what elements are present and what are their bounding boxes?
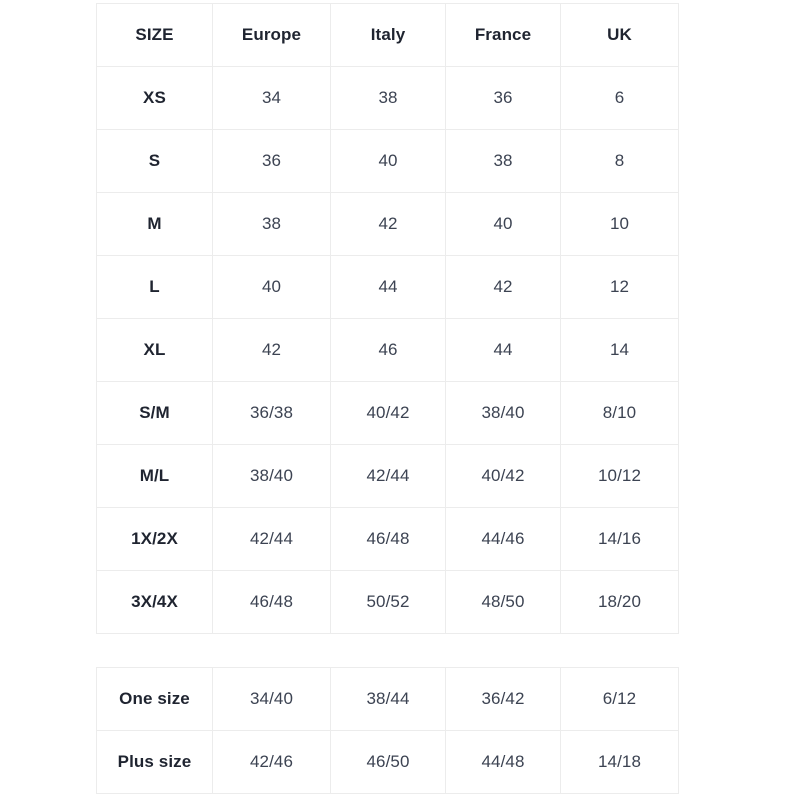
cell-xs-france: 36 [445,66,561,130]
column-header-france: France [445,3,561,67]
cell-m-l-italy: 42/44 [330,444,446,508]
cell-s-m-france: 38/40 [445,381,561,445]
cell-m-l-europe: 38/40 [212,444,331,508]
table-header: SIZE Europe Italy France UK [96,3,679,67]
row-label-xl: XL [96,318,213,382]
table-row: S/M 36/38 40/42 38/40 8/10 [96,381,679,445]
cell-m-italy: 42 [330,192,446,256]
cell-plus-size-uk: 14/18 [560,730,679,794]
row-label-s: S [96,129,213,193]
size-conversion-table: SIZE Europe Italy France UK XS 34 38 36 … [96,3,679,634]
cell-1x-2x-europe: 42/44 [212,507,331,571]
cell-l-italy: 44 [330,255,446,319]
cell-one-size-europe: 34/40 [212,667,331,731]
cell-s-france: 38 [445,129,561,193]
cell-xl-europe: 42 [212,318,331,382]
table-row: Plus size 42/46 46/50 44/48 14/18 [96,730,679,794]
cell-3x-4x-france: 48/50 [445,570,561,634]
cell-xs-italy: 38 [330,66,446,130]
cell-s-m-uk: 8/10 [560,381,679,445]
row-label-plus-size: Plus size [96,730,213,794]
cell-one-size-italy: 38/44 [330,667,446,731]
table-row: 1X/2X 42/44 46/48 44/46 14/16 [96,507,679,571]
cell-xl-uk: 14 [560,318,679,382]
column-header-uk: UK [560,3,679,67]
cell-plus-size-italy: 46/50 [330,730,446,794]
table-row: 3X/4X 46/48 50/52 48/50 18/20 [96,570,679,634]
row-label-xs: XS [96,66,213,130]
table-row: One size 34/40 38/44 36/42 6/12 [96,667,679,731]
cell-m-l-uk: 10/12 [560,444,679,508]
table-row: L 40 44 42 12 [96,255,679,319]
row-label-s-m: S/M [96,381,213,445]
cell-s-italy: 40 [330,129,446,193]
cell-1x-2x-france: 44/46 [445,507,561,571]
cell-l-europe: 40 [212,255,331,319]
cell-3x-4x-italy: 50/52 [330,570,446,634]
cell-xs-europe: 34 [212,66,331,130]
cell-1x-2x-italy: 46/48 [330,507,446,571]
cell-s-uk: 8 [560,129,679,193]
row-label-1x-2x: 1X/2X [96,507,213,571]
cell-m-europe: 38 [212,192,331,256]
cell-s-europe: 36 [212,129,331,193]
table-row: XL 42 46 44 14 [96,318,679,382]
one-size-plus-size-table: One size 34/40 38/44 36/42 6/12 Plus siz… [96,667,679,794]
column-header-italy: Italy [330,3,446,67]
cell-m-uk: 10 [560,192,679,256]
cell-plus-size-europe: 42/46 [212,730,331,794]
row-label-one-size: One size [96,667,213,731]
table-row: XS 34 38 36 6 [96,66,679,130]
cell-s-m-italy: 40/42 [330,381,446,445]
cell-3x-4x-europe: 46/48 [212,570,331,634]
cell-m-france: 40 [445,192,561,256]
cell-m-l-france: 40/42 [445,444,561,508]
column-header-size: SIZE [96,3,213,67]
table-row: M 38 42 40 10 [96,192,679,256]
cell-one-size-uk: 6/12 [560,667,679,731]
cell-xl-italy: 46 [330,318,446,382]
cell-xs-uk: 6 [560,66,679,130]
row-label-l: L [96,255,213,319]
table-header-row: SIZE Europe Italy France UK [96,3,679,67]
cell-xl-france: 44 [445,318,561,382]
cell-l-france: 42 [445,255,561,319]
table-row: S 36 40 38 8 [96,129,679,193]
table-body: XS 34 38 36 6 S 36 40 38 8 M 38 42 40 10 [96,66,679,634]
table-row: M/L 38/40 42/44 40/42 10/12 [96,444,679,508]
row-label-m-l: M/L [96,444,213,508]
column-header-europe: Europe [212,3,331,67]
table-body: One size 34/40 38/44 36/42 6/12 Plus siz… [96,667,679,794]
cell-plus-size-france: 44/48 [445,730,561,794]
row-label-m: M [96,192,213,256]
cell-s-m-europe: 36/38 [212,381,331,445]
cell-1x-2x-uk: 14/16 [560,507,679,571]
cell-one-size-france: 36/42 [445,667,561,731]
cell-3x-4x-uk: 18/20 [560,570,679,634]
row-label-3x-4x: 3X/4X [96,570,213,634]
cell-l-uk: 12 [560,255,679,319]
